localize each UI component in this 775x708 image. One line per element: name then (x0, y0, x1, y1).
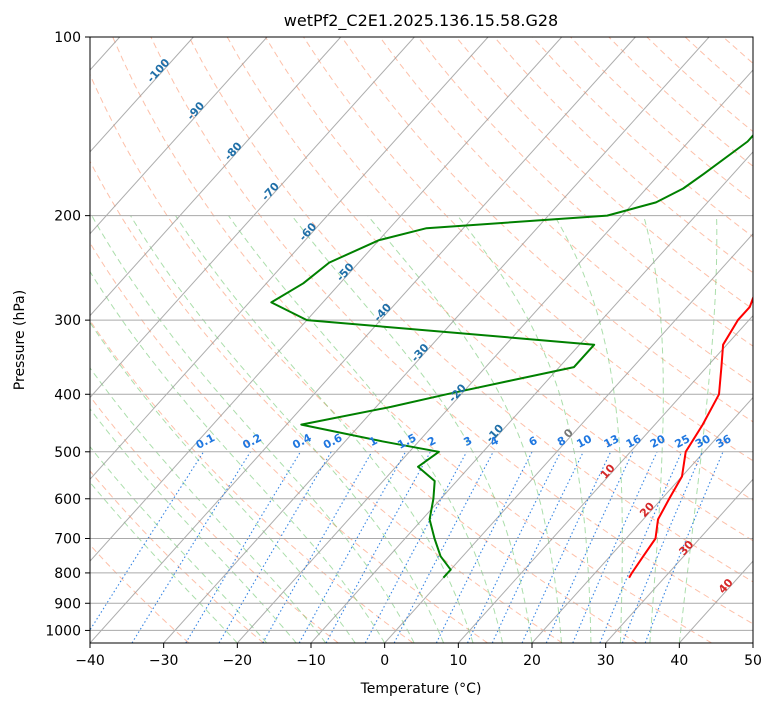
moist-adiabat-line (457, 215, 592, 643)
dry-adiabat-line (90, 470, 264, 643)
profiles (270, 134, 753, 579)
y-tick-label: 200 (54, 209, 81, 225)
y-tick-label: 900 (54, 596, 81, 612)
isotherm-line (310, 151, 753, 643)
isotherm-line (384, 232, 753, 643)
y-axis-ticks: 100 200 300 400 500 600 700 800 900 1000 (45, 30, 90, 639)
isotherm-line (90, 37, 194, 153)
x-tick-label: −10 (296, 653, 326, 669)
dry-adiabat-line (417, 37, 753, 347)
mixing-ratio-line (298, 451, 407, 643)
moist-adiabat-line (90, 270, 386, 643)
y-tick-label: 300 (54, 313, 81, 329)
x-tick-label: 10 (449, 653, 467, 669)
moist-adiabat-line (291, 215, 533, 643)
moist-adiabat-line (90, 321, 356, 643)
plot-frame (89, 36, 754, 644)
x-tick-label: 50 (744, 653, 762, 669)
isotherm-line (90, 37, 342, 317)
x-tick-label: 40 (670, 653, 688, 669)
chart-title: wetPf2_C2E1.2025.136.15.58.G28 (284, 11, 558, 31)
moist-adiabat-line (91, 215, 415, 643)
dry-adiabat-line (761, 37, 775, 643)
moist-adiabat-line (678, 215, 718, 643)
mixing-ratio-line (644, 451, 724, 643)
mixing-ratio-line (621, 451, 703, 643)
mixing-ratio-label: 16 (624, 432, 644, 451)
mixing-ratio-line (572, 451, 658, 643)
isotherm-line (90, 37, 415, 399)
isotherm-line (163, 37, 710, 643)
dry-adiabat-line (150, 37, 753, 625)
dry-adiabat-line (455, 37, 753, 310)
moist-adiabat-line (553, 215, 623, 643)
moist-adiabat-line (90, 445, 268, 643)
mixing-ratio-line (599, 451, 683, 643)
dry-adiabat-line (112, 37, 712, 643)
mixing-ratio-line (435, 451, 533, 643)
mixing-ratio-label: 20 (648, 432, 668, 451)
pressure-gridlines (90, 36, 753, 631)
mixing-ratio-label: 25 (673, 432, 693, 451)
x-tick-label: 30 (597, 653, 615, 669)
moist-adiabat-line (228, 215, 503, 643)
y-tick-label: 500 (54, 445, 81, 461)
mixing-ratio-line (185, 451, 301, 643)
y-axis-label: Pressure (hPa) (12, 290, 28, 390)
isotherm-line (90, 37, 563, 562)
x-tick-label: −40 (75, 653, 105, 669)
y-tick-label: 700 (54, 532, 81, 548)
isotherm-line (531, 396, 753, 643)
moist-adiabat-line (175, 215, 474, 643)
y-tick-label: 400 (54, 387, 81, 403)
moist-adiabat-line (90, 408, 297, 643)
isotherm-line (605, 478, 753, 643)
x-axis-label: Temperature (°C) (360, 681, 482, 697)
moist-adiabat-line (90, 481, 238, 643)
y-tick-label: 600 (54, 492, 81, 508)
isotherm-line (236, 69, 753, 643)
x-tick-label: 0 (380, 653, 389, 669)
y-tick-label: 800 (54, 566, 81, 582)
moist-adiabat-line (130, 215, 445, 643)
mixing-ratio-label: 10 (574, 432, 594, 451)
y-tick-label: 1000 (45, 623, 81, 639)
mixing-ratio-line (90, 451, 205, 631)
y-tick-label: 100 (54, 30, 81, 46)
plot-background (90, 37, 753, 643)
mixing-ratio-line (364, 451, 468, 643)
x-tick-label: −30 (149, 653, 179, 669)
dewpoint-profile-line (270, 134, 753, 579)
moist-adiabat-line (367, 215, 562, 643)
temperature-profile-line (628, 295, 753, 579)
mixing-ratio-line (325, 451, 431, 643)
x-tick-label: 20 (523, 653, 541, 669)
isotherm-line (90, 37, 489, 481)
mixing-ratio-label: 36 (714, 432, 734, 451)
x-axis-ticks: −40 −30 −20 −10 0 10 20 30 40 50 (75, 643, 762, 669)
isotherm-line (457, 314, 753, 643)
mixing-ratio-line (467, 451, 562, 643)
isotherm-line (90, 37, 268, 235)
mixing-ratio-label: 30 (693, 432, 713, 451)
isotherm-line (90, 37, 636, 643)
background-lines (90, 37, 775, 643)
isotherm-line (752, 642, 753, 643)
dry-adiabat-line (90, 241, 488, 643)
dry-adiabat-line (90, 544, 190, 643)
x-tick-label: −20 (223, 653, 253, 669)
dry-adiabat-line (90, 160, 563, 643)
dry-adiabat-line (90, 395, 339, 643)
mixing-ratio-label: 13 (602, 432, 622, 451)
moist-adiabat-line (643, 215, 664, 643)
